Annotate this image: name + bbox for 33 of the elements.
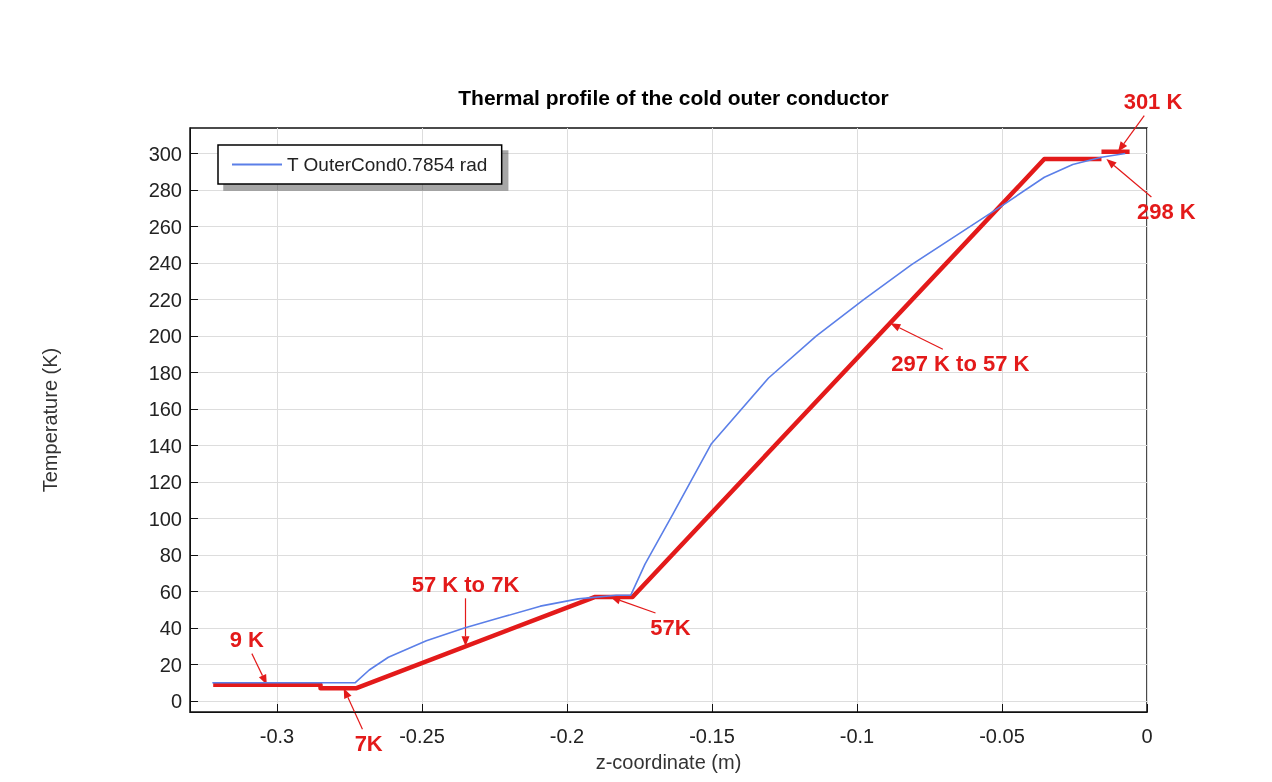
legend-label: T OuterCond0.7854 rad [287,154,488,175]
y-tick-label: 40 [159,617,182,640]
annotation: 7K [354,730,383,756]
x-tick-label: -0.3 [259,725,295,747]
y-tick-label: 20 [159,653,182,676]
y-tick-label: 200 [148,325,182,348]
annotation: 57 K to 7K [411,571,520,597]
x-tick-label: -0.25 [399,725,445,747]
y-tick-label: 280 [148,179,182,202]
y-tick-label: 140 [148,434,182,457]
x-tick-label: -0.15 [689,725,735,747]
y-tick-label: 300 [148,142,182,165]
y-axis-title: Temperature (K) [39,347,61,493]
y-tick-label: 260 [148,215,182,238]
annotation: 301 K [1123,89,1183,115]
x-axis-title: z-coordinate (m) [595,751,742,773]
x-tick-label: -0.1 [839,725,875,747]
y-tick-label: 220 [148,288,182,311]
y-tick-label: 100 [148,507,182,530]
y-tick-label: 120 [148,471,182,494]
y-tick-label: 240 [148,252,182,275]
annotation: 297 K to 57 K [891,350,1030,376]
y-tick-label: 180 [148,361,182,384]
x-tick-label: 0 [1141,725,1153,747]
y-tick-label: 0 [170,690,182,713]
chart-title: Thermal profile of the cold outer conductor [458,86,889,109]
annotation: 57K [650,614,691,640]
y-tick-label: 60 [159,580,182,603]
y-tick-label: 160 [148,398,182,421]
y-tick-label: 80 [159,544,182,567]
x-tick-label: -0.2 [549,725,585,747]
x-tick-label: -0.05 [979,725,1025,747]
annotation: 9 K [229,627,265,653]
